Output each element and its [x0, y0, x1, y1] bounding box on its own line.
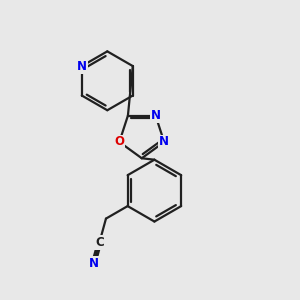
Text: N: N — [151, 109, 160, 122]
Text: C: C — [95, 236, 104, 249]
Text: N: N — [89, 257, 99, 270]
Text: N: N — [159, 136, 169, 148]
Text: N: N — [77, 60, 87, 73]
Text: O: O — [114, 136, 124, 148]
